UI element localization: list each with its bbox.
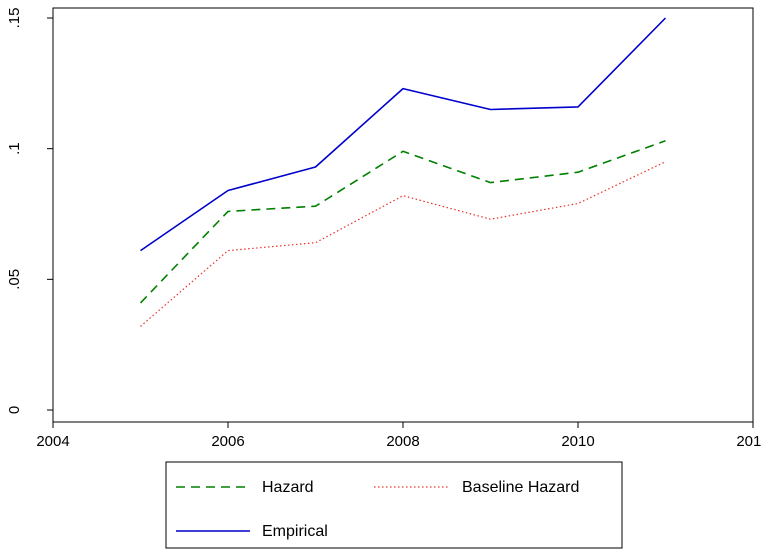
series-line-hazard [139, 140, 666, 304]
legend-label: Empirical [262, 523, 328, 540]
series-line-empirical [140, 17, 667, 252]
x-tick-label: 2012 [736, 433, 761, 450]
x-tick-label: 2006 [211, 433, 244, 450]
legend: Hazard Baseline Hazard Empirical [165, 461, 623, 549]
series-layer [139, 17, 667, 327]
legend-label: Hazard [262, 479, 314, 496]
y-tick-label: 0 [6, 406, 23, 414]
x-tick-label: 2010 [561, 433, 594, 450]
y-tick-label: .15 [6, 8, 23, 29]
legend-box [165, 461, 623, 549]
y-tick-label: .1 [6, 142, 23, 155]
x-tick-label: 2008 [386, 433, 419, 450]
y-tick-label: .05 [6, 269, 23, 290]
y-axis: 0 .05 .1 .15 [6, 8, 53, 414]
legend-label: Baseline Hazard [462, 479, 579, 496]
x-tick-label: 2004 [36, 433, 69, 450]
x-axis: 2004 2006 2008 2010 2012 [36, 422, 761, 450]
series-line-baseline-hazard [140, 161, 666, 327]
plot-frame [52, 7, 754, 423]
